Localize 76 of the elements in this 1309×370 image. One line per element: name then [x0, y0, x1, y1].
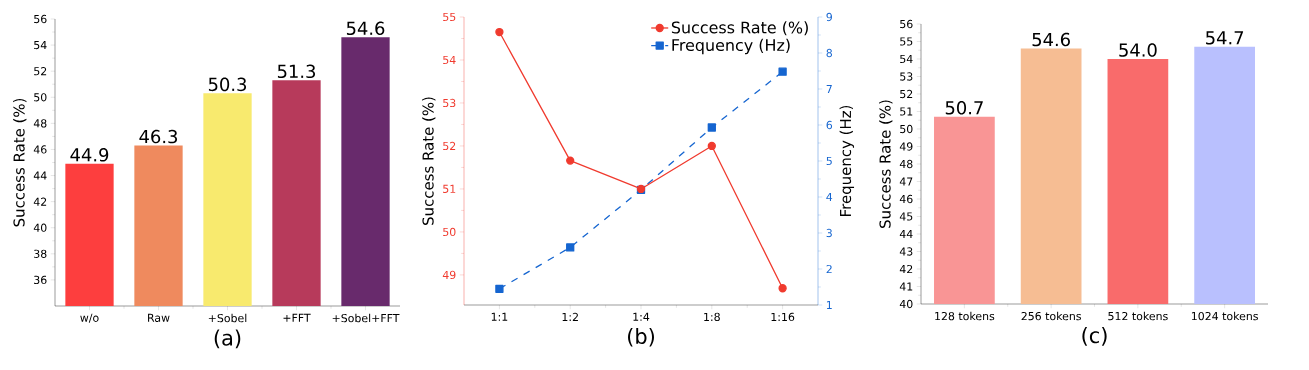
y-tick-label: 54	[34, 41, 47, 50]
y-tick-label: 53	[443, 98, 456, 108]
y-tick-label: 50	[900, 124, 913, 134]
y-axis-title: Success Rate (%)	[422, 97, 436, 225]
x-axis-title: (b)	[628, 327, 655, 347]
y-tick-label: 41	[899, 282, 913, 291]
x-tick-label: 1:8	[704, 312, 720, 322]
x-tick-label: +Sobel+FFT	[332, 313, 400, 323]
y2-tick-label: 9	[826, 12, 832, 22]
y-tick-label: 38	[34, 249, 47, 258]
x-tick-label: 1024 tokens	[1191, 311, 1258, 321]
legend-label: Frequency (Hz)	[672, 38, 790, 55]
y-tick-label: 52	[34, 67, 47, 76]
data-label: 46.3	[139, 129, 178, 144]
y-tick-label: 56	[900, 19, 913, 29]
y-tick-label: 43	[899, 247, 913, 256]
y-tick-label: 54	[900, 54, 913, 64]
x-axis-title: (c)	[1082, 327, 1107, 346]
data-label: 54.0	[1119, 43, 1157, 57]
y-tick-label: 55	[900, 37, 913, 46]
y-axis-title: Success Rate (%)	[13, 98, 27, 227]
legend-label: Success Rate (%)	[671, 21, 808, 36]
y-tick-label: 36	[34, 275, 47, 285]
y-tick-label: 52	[900, 89, 913, 99]
y-tick-label: 55	[443, 12, 456, 22]
data-label: 54.6	[346, 21, 385, 36]
x-tick-label: Raw	[148, 313, 170, 322]
y-tick-label: 56	[34, 14, 47, 24]
y-tick-label: 46	[33, 145, 47, 154]
x-tick-label: 512 tokens	[1108, 311, 1168, 321]
y-tick-label: 50	[34, 93, 47, 102]
data-label: 54.7	[1206, 31, 1244, 45]
y2-tick-label: 2	[826, 264, 832, 274]
y-tick-label: 42	[899, 264, 913, 274]
y-tick-label: 45	[899, 212, 913, 221]
y-tick-label: 44	[33, 171, 47, 180]
y-tick-label: 44	[899, 230, 913, 238]
y-tick-label: 51	[900, 107, 913, 116]
y2-tick-label: 8	[826, 48, 832, 58]
data-label: 54.6	[1032, 32, 1070, 47]
x-tick-label: +FFT	[283, 313, 311, 322]
x-tick-label: 128 tokens	[935, 311, 995, 321]
x-axis-title: (a)	[214, 329, 241, 349]
x-tick-label: 1:2	[562, 312, 578, 321]
y-tick-label: 42	[33, 197, 47, 206]
x-tick-label: 256 tokens	[1021, 311, 1081, 321]
y2-tick-label: 6	[826, 120, 833, 130]
data-label: 50.3	[208, 77, 247, 92]
y2-tick-label: 4	[826, 193, 833, 201]
x-tick-label: 1:16	[771, 312, 795, 322]
y-tick-label: 50	[443, 227, 456, 237]
y-tick-label: 48	[899, 159, 913, 169]
y2-tick-label: 3	[826, 228, 832, 238]
y-tick-label: 54	[443, 55, 456, 65]
x-tick-label: +Sobel	[208, 313, 247, 323]
x-tick-label: 1:4	[633, 312, 650, 321]
data-label: 44.9	[70, 148, 109, 162]
y-tick-label: 48	[33, 119, 47, 128]
x-tick-label: 1:1	[491, 312, 508, 321]
y2-axis-title: Frequency (Hz)	[839, 105, 855, 216]
y-tick-label: 49	[442, 270, 456, 280]
data-label: 50.7	[945, 100, 983, 115]
y-axis-title: Success Rate (%)	[879, 100, 893, 228]
y-tick-label: 53	[900, 72, 913, 81]
y2-tick-label: 5	[826, 156, 832, 166]
y-tick-label: 49	[899, 142, 913, 151]
y-tick-label: 52	[443, 141, 456, 151]
y-tick-label: 46	[899, 194, 913, 204]
y2-tick-label: 7	[826, 85, 832, 93]
x-tick-label: w/o	[80, 313, 99, 323]
y-tick-label: 40	[899, 299, 913, 309]
data-label: 51.3	[277, 64, 316, 79]
y-tick-label: 40	[33, 223, 47, 232]
y2-tick-label: 1	[826, 301, 832, 309]
y-tick-label: 47	[899, 177, 913, 186]
y-tick-label: 51	[443, 184, 456, 194]
